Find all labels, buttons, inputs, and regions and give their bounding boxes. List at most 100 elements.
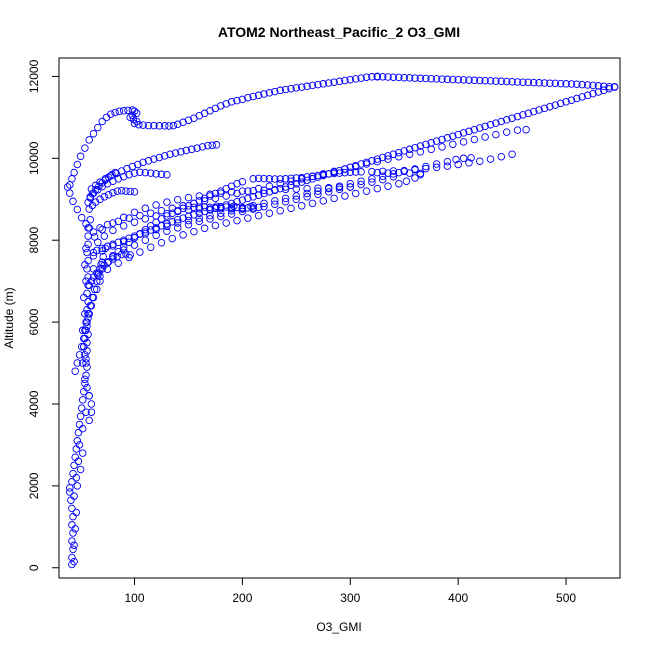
data-point — [368, 178, 376, 186]
data-point — [195, 214, 204, 222]
data-point — [395, 179, 403, 188]
data-point — [362, 160, 371, 168]
data-point — [73, 160, 82, 169]
data-point — [567, 80, 576, 88]
data-point — [427, 74, 435, 83]
data-point — [400, 147, 408, 155]
data-point — [81, 375, 89, 384]
data-point — [330, 78, 338, 86]
data-point — [195, 217, 204, 226]
data-point — [389, 170, 398, 178]
data-point — [75, 441, 84, 449]
x-tick-label: 200 — [232, 591, 252, 605]
data-point — [249, 175, 257, 183]
data-point — [443, 134, 452, 142]
data-point — [362, 187, 371, 195]
data-point — [74, 457, 83, 466]
data-point — [244, 214, 252, 222]
data-point — [470, 135, 479, 144]
data-point — [98, 117, 106, 126]
data-point — [522, 125, 530, 134]
data-point — [100, 193, 109, 201]
data-point — [249, 204, 257, 212]
data-point — [146, 226, 155, 234]
data-point — [373, 168, 382, 177]
data-point — [117, 250, 126, 259]
data-point — [465, 159, 473, 167]
data-point — [276, 184, 284, 193]
data-point — [578, 93, 586, 101]
data-point — [411, 143, 419, 152]
data-point — [330, 169, 338, 178]
data-point — [102, 113, 111, 122]
data-point — [68, 504, 76, 513]
data-point — [600, 86, 608, 95]
data-point — [217, 102, 225, 110]
data-point — [357, 180, 365, 189]
data-point — [126, 251, 134, 259]
data-point — [182, 146, 191, 155]
data-point — [195, 204, 204, 213]
data-point — [346, 179, 355, 188]
data-point — [287, 174, 295, 183]
data-point — [605, 82, 613, 91]
data-point — [146, 169, 155, 177]
data-point — [244, 187, 252, 195]
data-point — [481, 76, 489, 85]
data-point — [513, 78, 522, 86]
y-tick-label: 0 — [27, 564, 41, 571]
data-point — [83, 306, 91, 314]
data-point — [324, 170, 333, 178]
data-point — [113, 252, 122, 261]
data-point — [103, 220, 112, 229]
data-point — [128, 111, 137, 120]
data-point — [529, 78, 538, 87]
data-point — [416, 148, 425, 156]
data-point — [117, 186, 126, 195]
data-point — [135, 120, 143, 129]
data-point — [86, 301, 95, 310]
data-point — [513, 126, 522, 134]
data-point — [411, 166, 419, 174]
data-point — [169, 121, 178, 130]
data-point — [378, 167, 387, 176]
data-point — [467, 154, 475, 162]
data-point — [562, 98, 570, 106]
data-point — [443, 162, 452, 170]
data-point — [395, 148, 403, 157]
data-point — [75, 351, 84, 359]
data-point — [97, 261, 105, 269]
data-point — [610, 83, 619, 91]
data-point — [297, 173, 306, 182]
data-point — [70, 557, 78, 566]
data-point — [125, 214, 133, 222]
data-point — [276, 175, 284, 183]
data-point — [308, 81, 317, 90]
y-tick-label: 10000 — [27, 141, 41, 175]
data-point — [297, 83, 306, 91]
data-point — [136, 229, 144, 238]
plot-frame — [58, 57, 621, 579]
data-point — [476, 157, 484, 165]
data-point — [308, 199, 317, 208]
data-point — [486, 77, 495, 85]
data-point — [168, 218, 177, 226]
data-point — [71, 525, 79, 533]
data-point — [314, 171, 322, 180]
data-point — [556, 79, 565, 88]
data-point — [83, 248, 91, 257]
data-point — [163, 198, 171, 206]
data-point — [113, 187, 122, 195]
data-point — [292, 195, 301, 204]
data-point — [74, 428, 83, 437]
data-point — [193, 144, 201, 152]
data-point — [66, 189, 74, 197]
data-point — [96, 277, 104, 285]
data-point — [535, 79, 543, 87]
data-point — [508, 77, 516, 86]
data-point — [69, 545, 77, 554]
data-point — [217, 209, 225, 217]
x-tick-label: 400 — [448, 591, 468, 605]
data-point — [551, 101, 560, 109]
data-point — [141, 225, 150, 234]
